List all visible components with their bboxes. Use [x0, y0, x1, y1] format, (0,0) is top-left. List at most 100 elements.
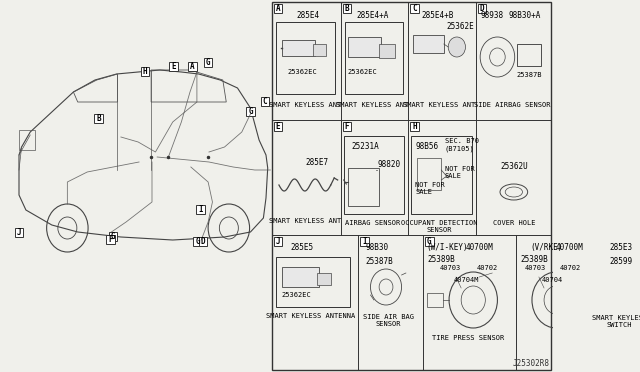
Bar	[15, 228, 23, 237]
Text: 25389B: 25389B	[521, 255, 548, 264]
Text: SIDE AIR BAG
SENSOR: SIDE AIR BAG SENSOR	[363, 314, 414, 327]
Text: D: D	[479, 4, 484, 13]
Text: 25389B: 25389B	[428, 255, 455, 264]
Text: 25362EC: 25362EC	[282, 292, 311, 298]
Text: 98B30: 98B30	[366, 243, 389, 252]
Text: F: F	[108, 235, 113, 244]
Bar	[410, 122, 419, 131]
Text: 40704: 40704	[542, 277, 563, 283]
Bar	[246, 107, 255, 116]
Text: 25362U: 25362U	[500, 162, 528, 171]
Text: G: G	[248, 107, 253, 116]
Text: SMART KEYLESS ANT: SMART KEYLESS ANT	[269, 102, 341, 108]
Text: 98B56: 98B56	[415, 142, 438, 151]
Text: E: E	[172, 62, 176, 71]
Text: 285E3: 285E3	[609, 243, 632, 252]
Bar	[611, 288, 623, 296]
Bar	[106, 235, 115, 244]
Text: (W/I-KEY): (W/I-KEY)	[426, 243, 468, 252]
Text: 40700M: 40700M	[465, 243, 493, 252]
Text: (V/RKE): (V/RKE)	[531, 243, 563, 252]
Bar	[517, 44, 541, 66]
Text: 285E7: 285E7	[305, 158, 328, 167]
Circle shape	[448, 37, 465, 57]
Text: 25387B: 25387B	[516, 72, 542, 78]
Bar	[276, 22, 335, 94]
Text: J25302R8: J25302R8	[513, 359, 550, 368]
Bar	[410, 4, 419, 13]
Text: COVER HOLE: COVER HOLE	[493, 220, 535, 226]
Text: SMART KEYLESS ANT: SMART KEYLESS ANT	[403, 102, 476, 108]
Text: H: H	[412, 122, 417, 131]
Bar	[591, 293, 603, 307]
Text: 40703: 40703	[525, 265, 546, 271]
Bar	[344, 22, 403, 94]
Text: 285E4: 285E4	[297, 11, 320, 20]
Text: SMART KEYLESS
SWITCH: SMART KEYLESS SWITCH	[591, 315, 640, 328]
Text: 25231A: 25231A	[351, 142, 380, 151]
Bar	[611, 277, 623, 285]
Bar	[348, 37, 381, 57]
Bar	[193, 237, 202, 246]
Bar	[198, 237, 207, 246]
Bar	[428, 293, 443, 307]
Text: A: A	[276, 4, 280, 13]
Text: 25387B: 25387B	[365, 257, 393, 266]
Text: 40702: 40702	[559, 265, 580, 271]
Text: E: E	[276, 122, 280, 131]
Text: NOT FOR
SALE: NOT FOR SALE	[415, 182, 445, 195]
Bar	[411, 136, 472, 214]
Bar	[196, 205, 205, 214]
Text: SIDE AIRBAG SENSOR: SIDE AIRBAG SENSOR	[474, 102, 550, 108]
Bar	[188, 62, 197, 71]
Text: AIRBAG SENSOR: AIRBAG SENSOR	[344, 220, 400, 226]
Bar	[282, 267, 319, 287]
Text: G: G	[427, 237, 431, 246]
Bar	[274, 237, 282, 246]
Text: 40703: 40703	[440, 265, 461, 271]
Bar	[282, 40, 316, 56]
Bar	[19, 130, 35, 150]
Bar	[343, 122, 351, 131]
Text: 40700M: 40700M	[556, 243, 584, 252]
Text: G: G	[206, 58, 211, 67]
Text: D: D	[200, 237, 205, 246]
Text: H: H	[143, 67, 147, 76]
Bar	[348, 168, 379, 206]
Text: G: G	[111, 232, 115, 241]
Bar	[204, 58, 212, 67]
Text: 40702: 40702	[476, 265, 498, 271]
Text: J: J	[17, 228, 21, 237]
Text: C: C	[263, 97, 268, 106]
Text: TIRE PRESS SENSOR: TIRE PRESS SENSOR	[432, 335, 504, 341]
Text: 98820: 98820	[378, 160, 401, 169]
Bar	[272, 2, 551, 370]
Text: 285E4+A: 285E4+A	[356, 11, 388, 20]
Bar	[417, 158, 442, 190]
Text: OCCUPANT DETECTION
SENSOR: OCCUPANT DETECTION SENSOR	[401, 220, 478, 233]
Text: NOT FOR
SALE: NOT FOR SALE	[445, 166, 474, 179]
Text: B: B	[96, 114, 100, 123]
Text: 25362EC: 25362EC	[287, 69, 317, 75]
Bar	[413, 35, 444, 53]
Text: 98938: 98938	[480, 11, 503, 20]
Bar	[343, 4, 351, 13]
Text: J: J	[276, 237, 280, 246]
Text: I: I	[198, 205, 203, 214]
Text: SMART KEYLESS ANTENNA: SMART KEYLESS ANTENNA	[266, 313, 355, 319]
Bar	[425, 237, 433, 246]
Bar	[261, 97, 269, 106]
Bar	[360, 237, 369, 246]
Bar	[274, 122, 282, 131]
Text: 25362EC: 25362EC	[348, 69, 378, 75]
Text: B: B	[345, 4, 349, 13]
Bar	[477, 4, 486, 13]
Text: SMART KEYLESS ANT: SMART KEYLESS ANT	[336, 102, 408, 108]
Text: SMART KEYLESS ANT: SMART KEYLESS ANT	[269, 218, 341, 224]
Bar	[169, 62, 178, 71]
Text: C: C	[412, 4, 417, 13]
Bar	[611, 299, 623, 307]
Bar	[274, 4, 282, 13]
Bar	[379, 44, 395, 58]
Bar	[344, 136, 404, 214]
